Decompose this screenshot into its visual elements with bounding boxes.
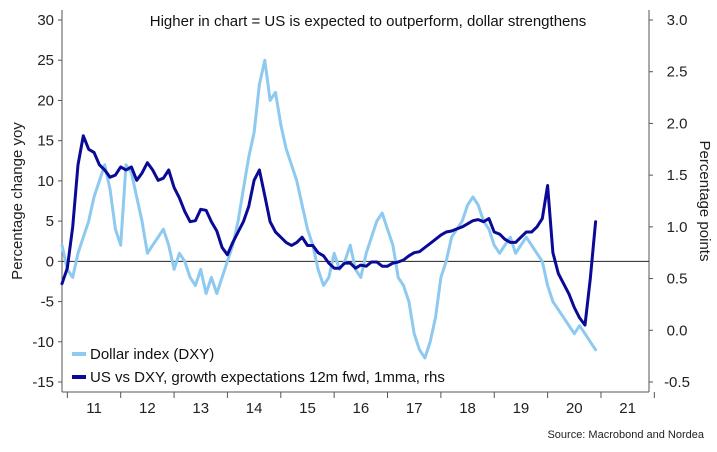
series-layer	[60, 58, 598, 360]
right-tick-label: 2.0	[667, 115, 688, 132]
right-tick-label: 1.0	[667, 219, 688, 236]
x-tick-label: 12	[139, 400, 156, 417]
legend-label-growth: US vs DXY, growth expectations 12m fwd, …	[90, 369, 445, 386]
right-tick-label: 2.5	[667, 64, 688, 81]
series-line-growth	[60, 134, 598, 327]
right-tick-label: 3.0	[667, 12, 688, 29]
left-tick-label: 30	[37, 12, 54, 29]
left-tick-label: -10	[32, 334, 54, 351]
left-tick-label: 20	[37, 92, 54, 109]
x-tick-label: 16	[352, 400, 369, 417]
x-tick-label: 21	[619, 400, 636, 417]
left-axis-ticks: 30 25 20 15 10 5 0 -5 -10 -15	[32, 12, 62, 391]
right-tick-label: -0.5	[664, 374, 690, 391]
left-tick-label: 0	[46, 253, 54, 270]
x-tick-label: 14	[246, 400, 263, 417]
left-tick-label: 10	[37, 173, 54, 190]
legend: Dollar index (DXY) US vs DXY, growth exp…	[72, 346, 445, 386]
chart-title: Higher in chart = US is expected to outp…	[150, 13, 586, 30]
left-tick-label: 5	[46, 213, 54, 230]
left-axis-title: Percentage change yoy	[9, 122, 26, 280]
source-note: Source: Macrobond and Nordea	[547, 429, 704, 441]
right-tick-label: 0.5	[667, 271, 688, 288]
right-tick-label: 1.5	[667, 167, 688, 184]
x-tick-label: 13	[192, 400, 209, 417]
x-tick-label: 11	[86, 400, 102, 417]
x-tick-label: 18	[459, 400, 476, 417]
left-tick-label: -5	[41, 294, 54, 311]
right-axis-ticks: 3.0 2.5 2.0 1.5 1.0 0.5 0.0 -0.5	[649, 12, 690, 391]
left-tick-label: -15	[32, 374, 54, 391]
left-tick-label: 15	[37, 133, 54, 150]
right-tick-label: 0.0	[667, 322, 688, 339]
x-tick-label: 19	[513, 400, 530, 417]
legend-label-dxy: Dollar index (DXY)	[90, 346, 214, 363]
x-axis-ticks: 11 12 13 14 15 16 17 18 19 20 21	[66, 392, 655, 417]
x-tick-label: 15	[299, 400, 316, 417]
series-line-dxy	[60, 58, 598, 360]
right-axis-title: Percentage points	[696, 141, 713, 262]
x-tick-label: 20	[566, 400, 583, 417]
plot-area	[61, 10, 650, 393]
x-tick-label: 17	[406, 400, 423, 417]
left-tick-label: 25	[37, 52, 54, 69]
